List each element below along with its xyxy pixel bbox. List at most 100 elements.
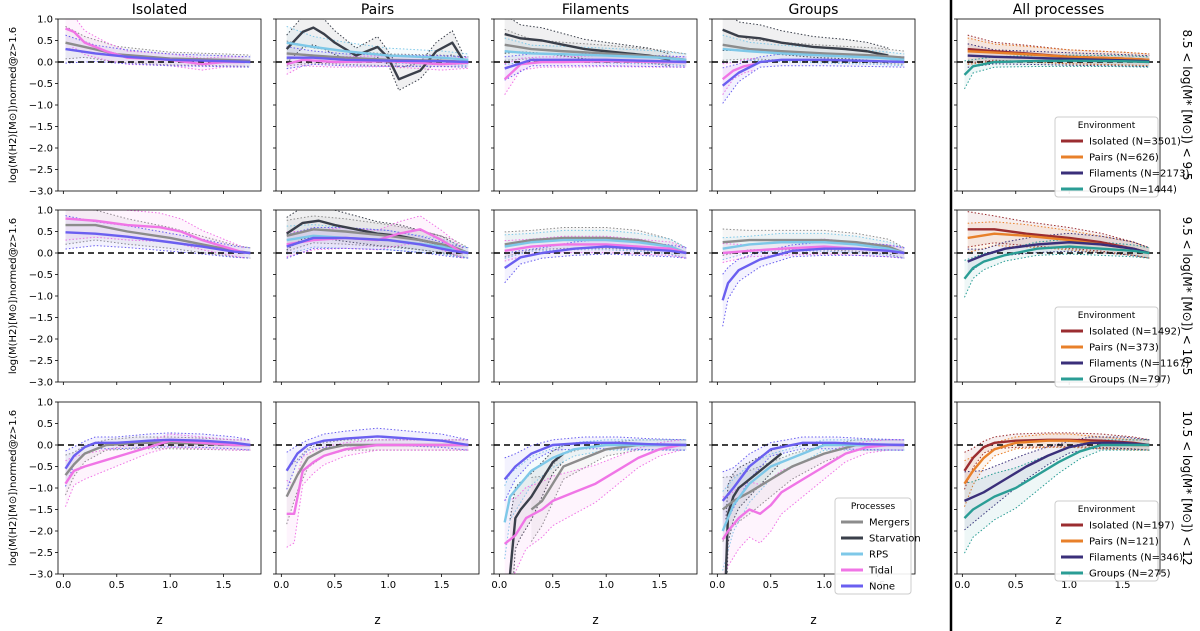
ylabel-row-2: log(M(H2)[M⊙])normed@z>1.6 [8, 218, 19, 374]
panel-r2-c0: 1.00.50.0−0.5−1.0−1.5−2.0−2.5−3.00.0 0.5 1… [29, 398, 262, 591]
line-mergers-r1-c3 [722, 238, 905, 255]
legend-processes: Processes Mergers Starvation RPS Tidal None [834, 497, 921, 595]
band-lower-groups-r1-c4 [964, 253, 1150, 298]
line-starvation-r2-c2 [508, 452, 565, 574]
column-title-1: Pairs [361, 2, 394, 18]
xtick-label-c0-2: 1.0 [162, 580, 178, 591]
legend-environment-r0-label-2: Filaments (N=2173) [1089, 169, 1189, 180]
legend-processes-box [834, 497, 912, 595]
band-pairs-r2-c4 [964, 434, 1150, 507]
line-none-r0-c2 [504, 58, 687, 70]
xtick-label-c1-1: 0.5 [327, 580, 343, 591]
band-lower-starvation-r2-c2 [513, 461, 564, 574]
line-tidal-r1-c0 [65, 217, 246, 255]
band-upper-starvation-r1-c1 [286, 210, 464, 249]
line-tidal-r2-c2 [503, 443, 682, 545]
band-lower-filaments-r0-c4 [967, 63, 1150, 68]
band-lower-filaments-r2-c4 [964, 448, 1150, 531]
band-groups-r0-c4 [964, 55, 1150, 89]
band-rps-r2-c3 [722, 439, 905, 571]
line-none-r2-c3 [721, 441, 905, 502]
band-lower-mergers-r2-c0 [65, 448, 251, 496]
ytick-label-r0-8: −3.0 [29, 187, 53, 198]
band-lower-none-r1-c2 [504, 253, 687, 284]
ylabel-row-3: log(M(H2)[M⊙])normed@z>1.6 [8, 410, 19, 566]
row-labels: 8.5 < log(M* [M⊙]) < 9.5 9.5 < log(M* [M⊙… [1180, 29, 1194, 565]
band-lower-mergers-r1-c1 [286, 242, 469, 259]
band-upper-mergers-r2-c3 [722, 439, 905, 478]
line-filaments-r1-c4 [967, 241, 1150, 263]
ytick-label-r1-8: −3.0 [29, 378, 53, 389]
band-lower-groups-r0-c4 [964, 65, 1150, 90]
ytick-label-r1-0: 1.0 [37, 206, 53, 217]
legend-environment-r1-label-2: Filaments (N=1167) [1089, 359, 1189, 370]
band-upper-mergers-r0-c0 [65, 25, 251, 56]
xtick-label-c4-1: 0.5 [1008, 580, 1024, 591]
ytick-label-r1-5: −1.5 [29, 313, 53, 324]
legend-environment-r1-box [1054, 306, 1159, 388]
column-title-2: Filaments [562, 2, 629, 18]
band-lower-none-r1-c1 [286, 247, 469, 259]
line-tidal-r0-c1 [286, 58, 469, 66]
band-upper-mergers-r1-c2 [504, 227, 687, 249]
line-starvation-r0-c3 [722, 28, 889, 57]
xlabel-2: z [592, 613, 598, 627]
line-tidal-r1-c1 [286, 228, 464, 255]
legend-environment-r0-box [1054, 116, 1159, 198]
band-upper-none-r0-c2 [504, 53, 687, 58]
band-upper-starvation-r0-c2 [510, 19, 671, 55]
band-lower-starvation-r0-c1 [286, 44, 464, 92]
line-pairs-r0-c4 [967, 50, 1150, 62]
ytick-label-r0-2: 0.0 [37, 58, 53, 69]
band-lower-tidal-r0-c0 [65, 47, 245, 71]
band-lower-mergers-r1-c2 [504, 247, 687, 259]
ytick-label-r2-7: −2.5 [29, 548, 53, 559]
panel-r0-c3 [709, 18, 916, 194]
panel-frame-r2-c0 [57, 401, 262, 575]
ytick-label-r2-0: 1.0 [37, 398, 53, 409]
xlabel-1: z [374, 613, 380, 627]
xtick-label-c3-0: 0.0 [709, 580, 725, 591]
band-lower-tidal-r2-c0 [65, 446, 251, 507]
line-none-r0-c3 [721, 58, 905, 87]
line-none-r2-c0 [64, 438, 251, 470]
ytick-label-r2-1: 0.5 [37, 419, 53, 430]
line-rps-r0-c1 [286, 41, 469, 62]
legend-environment-r2-label-1: Pairs (N=121) [1089, 537, 1159, 548]
band-upper-rps-r0-c2 [504, 37, 687, 55]
legend-environment-r0-label-1: Pairs (N=626) [1089, 153, 1159, 164]
line-tidal-r2-c3 [721, 443, 905, 541]
panels: 1.00.50.0−0.5−1.0−1.5−2.0−2.5−3.01.00.50… [29, 15, 1161, 591]
band-lower-none-r1-c0 [65, 245, 251, 259]
line-none-r1-c1 [286, 236, 469, 255]
panel-plot-r2-c0 [58, 432, 261, 507]
band-lower-none-r2-c0 [65, 446, 251, 487]
band-lower-none-r1-c3 [722, 254, 905, 327]
line-groups-r1-c4 [963, 245, 1150, 280]
ytick-label-r0-5: −1.5 [29, 122, 53, 133]
band-upper-tidal-r0-c0 [75, 19, 245, 59]
band-upper-none-r1-c0 [65, 215, 251, 249]
legend-environment-r2-label-2: Filaments (N=346) [1089, 553, 1183, 564]
ytick-label-r2-8: −3.0 [29, 570, 53, 581]
legend-processes-title: Processes [851, 502, 896, 512]
xtick-label-c0-1: 0.5 [109, 580, 125, 591]
line-starvation-r0-c1 [285, 26, 464, 81]
legend-environment-r2-box [1054, 500, 1159, 582]
line-tidal-r2-c0 [64, 439, 251, 485]
band-lower-filaments-r1-c4 [967, 250, 1150, 275]
band-lower-mergers-r0-c3 [722, 58, 905, 65]
band-lower-mergers-r0-c2 [504, 58, 687, 67]
legend-processes-label-2: RPS [869, 550, 888, 561]
band-upper-tidal-r0-c2 [504, 55, 687, 65]
band-lower-isolated-r1-c4 [967, 242, 1150, 259]
line-none-r2-c2 [503, 441, 687, 481]
band-lower-mergers-r1-c0 [65, 239, 251, 259]
ytick-label-r0-6: −2.0 [29, 144, 53, 155]
panel-plot-r1-c2 [494, 227, 697, 284]
panel-plot-r0-c4 [957, 34, 1160, 90]
band-lower-none-r2-c2 [504, 448, 687, 502]
panel-plot-r1-c1 [276, 210, 479, 259]
band-upper-isolated-r0-c4 [967, 34, 1150, 55]
